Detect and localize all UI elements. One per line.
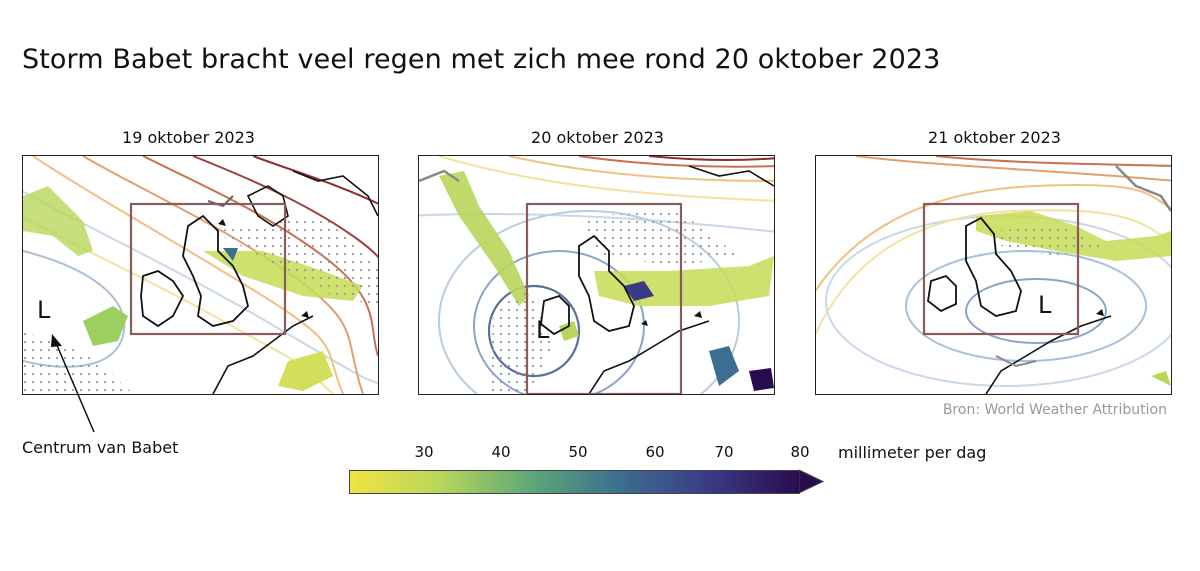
source-credit: Bron: World Weather Attribution [942,402,1167,418]
low-pressure-marker: L [37,296,51,324]
map-3-date: 21 oktober 2023 [928,128,1061,147]
colorbar-tick: 60 [645,443,665,461]
annotation-label: Centrum van Babet [22,438,179,457]
colorbar-unit: millimeter per dag [838,443,987,462]
map-19-oktober: L [22,155,379,395]
low-pressure-marker: L [536,316,550,344]
colorbar [349,470,800,494]
map-2-date: 20 oktober 2023 [531,128,664,147]
colorbar-tick: 30 [414,443,434,461]
map-1-date: 19 oktober 2023 [122,128,255,147]
colorbar-tick: 80 [790,443,810,461]
colorbar-tick: 40 [491,443,511,461]
map-20-oktober: L [418,155,775,395]
low-pressure-marker: L [1038,291,1052,319]
chart-title: Storm Babet bracht veel regen met zich m… [22,44,941,75]
map-21-oktober: L [815,155,1172,395]
colorbar-extend-arrow [799,469,825,494]
colorbar-tick: 70 [714,443,734,461]
colorbar-tick: 50 [568,443,588,461]
